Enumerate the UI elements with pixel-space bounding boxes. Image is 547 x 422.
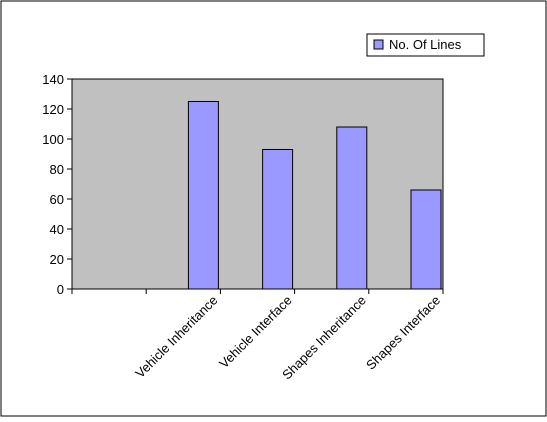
legend: No. Of Lines — [366, 33, 485, 57]
bar-4 — [410, 189, 442, 290]
y-tick-label: 40 — [50, 222, 64, 237]
bars — [187, 101, 442, 290]
y-tick-label: 0 — [57, 282, 64, 297]
legend-box — [366, 33, 485, 57]
y-tick-label: 140 — [42, 72, 64, 87]
bar-2 — [262, 149, 294, 290]
y-tick-label: 100 — [42, 132, 64, 147]
y-tick-label: 60 — [50, 192, 64, 207]
y-axis: 0 20 40 60 80 100 120 140 — [42, 72, 73, 297]
bar-1 — [187, 101, 219, 290]
legend-label: No. Of Lines — [389, 37, 462, 52]
legend-swatch — [373, 39, 384, 50]
y-tick-label: 120 — [42, 102, 64, 117]
y-tick-label: 80 — [50, 162, 64, 177]
plot-area — [71, 78, 444, 290]
y-tick-label: 20 — [50, 252, 64, 267]
bar-3 — [336, 126, 368, 290]
